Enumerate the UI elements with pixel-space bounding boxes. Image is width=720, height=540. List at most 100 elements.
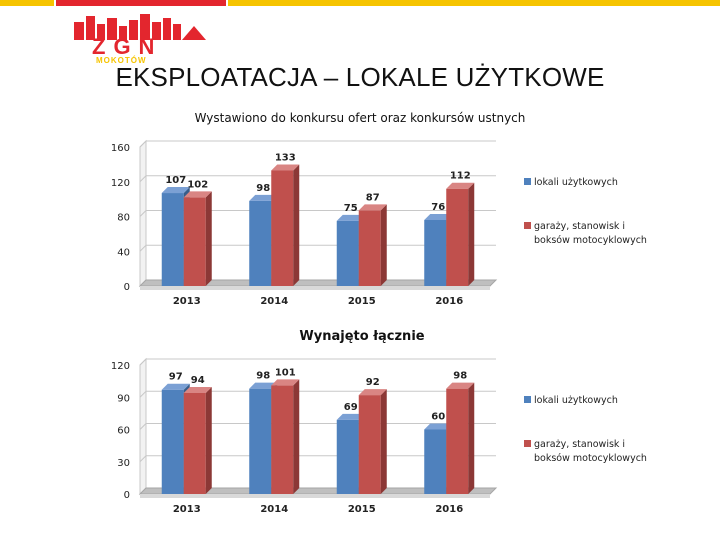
data-label: 97 — [169, 372, 183, 383]
bar-front — [358, 210, 381, 286]
data-label: 107 — [165, 175, 186, 186]
bar-2014-series-2 — [271, 164, 300, 286]
bar-top — [358, 389, 387, 396]
top-accent-bar-left — [0, 0, 54, 6]
data-label: 94 — [191, 375, 205, 386]
gridline-side — [139, 358, 147, 366]
bar-side — [468, 182, 475, 286]
y-tick-label: 80 — [117, 213, 130, 224]
floor-edge — [140, 286, 490, 290]
gridline-side — [139, 140, 147, 148]
y-tick-label: 40 — [117, 247, 130, 258]
logo-text: ZGN — [92, 34, 162, 59]
bar-front — [161, 389, 184, 494]
bar-2016-series-2 — [446, 382, 475, 494]
bar-top — [271, 164, 300, 171]
bar-front — [183, 197, 206, 286]
bar-side — [293, 164, 300, 286]
floor-edge — [140, 494, 490, 498]
legend-label: garaży, stanowisk i boksów motocyklowych — [534, 221, 647, 246]
legend-label: garaży, stanowisk i boksów motocyklowych — [534, 439, 647, 464]
bar-top — [336, 214, 365, 221]
legend-label: lokali użytkowych — [534, 177, 618, 188]
bar-front — [183, 392, 206, 494]
logo-skyline-icon — [74, 14, 206, 40]
bar-top — [183, 386, 212, 393]
data-label: 75 — [344, 203, 358, 214]
zgn-logo: ZGN MOKOTÓW — [74, 14, 206, 64]
bar-top — [249, 194, 278, 201]
x-tick-label: 2013 — [173, 296, 201, 307]
bar-side — [205, 191, 212, 286]
top-accent-bar-middle — [56, 0, 226, 6]
bar-2014-series-2 — [271, 379, 300, 494]
chart-title: Wystawiono do konkursu ofert oraz konkur… — [195, 111, 526, 125]
top-accent-bar-right — [228, 0, 720, 6]
bar-top — [183, 191, 212, 198]
x-tick-label: 2015 — [348, 504, 376, 515]
data-label: 98 — [453, 371, 467, 382]
data-label: 76 — [431, 202, 445, 213]
legend-swatch — [524, 440, 531, 447]
bar-front — [161, 193, 184, 286]
bar-side — [380, 204, 387, 286]
bar-2015-series-2 — [358, 204, 387, 286]
legend-swatch — [524, 178, 531, 185]
y-tick-label: 120 — [111, 361, 130, 372]
chart-2: Wynajęto łącznie 0 30 60 90 120 97 94 2013 98 101 2… — [111, 329, 647, 515]
bar-side — [205, 386, 212, 494]
chart-1: Wystawiono do konkursu ofert oraz konkur… — [111, 111, 647, 307]
bar-2013-series-2 — [183, 191, 212, 286]
bar-top — [446, 182, 475, 189]
gridline-side — [139, 210, 147, 217]
x-tick-label: 2014 — [260, 296, 288, 307]
legend-swatch — [524, 222, 531, 229]
x-tick-label: 2015 — [348, 296, 376, 307]
bar-2016-series-2 — [446, 182, 475, 286]
bar-top — [424, 213, 453, 220]
gridline-side — [139, 423, 147, 430]
y-tick-label: 0 — [124, 490, 130, 501]
page-title: EKSPLOATACJA – LOKALE UŻYTKOWE — [115, 62, 605, 92]
y-tick-label: 90 — [117, 393, 130, 404]
bar-front — [271, 170, 294, 286]
data-label: 69 — [344, 402, 358, 413]
logo-subtext: MOKOTÓW — [96, 56, 147, 64]
bar-top — [161, 383, 190, 390]
bar-front — [249, 388, 272, 494]
gridline-side — [139, 175, 147, 183]
bar-front — [336, 419, 359, 494]
chart-title: Wynajęto łącznie — [299, 329, 424, 344]
y-tick-label: 160 — [111, 143, 130, 154]
bar-2015-series-2 — [358, 389, 387, 494]
gridline-side — [139, 455, 147, 463]
y-tick-label: 30 — [117, 458, 130, 469]
bar-top — [249, 382, 278, 389]
bar-front — [424, 429, 447, 494]
bar-top — [336, 413, 365, 420]
bar-front — [336, 220, 359, 286]
data-label: 102 — [187, 179, 208, 190]
bar-top — [358, 204, 387, 211]
x-tick-label: 2013 — [173, 504, 201, 515]
data-label: 92 — [366, 377, 380, 388]
bar-top — [161, 187, 190, 194]
x-tick-label: 2014 — [260, 504, 288, 515]
x-tick-label: 2016 — [435, 296, 463, 307]
bar-front — [249, 200, 272, 286]
bar-top — [271, 379, 300, 386]
bar-top — [424, 423, 453, 430]
bar-2013-series-2 — [183, 386, 212, 494]
data-label: 98 — [256, 371, 270, 382]
data-label: 98 — [256, 183, 270, 194]
y-tick-label: 60 — [117, 426, 130, 437]
legend-label: lokali użytkowych — [534, 395, 618, 406]
y-tick-label: 120 — [111, 178, 130, 189]
data-label: 101 — [275, 367, 296, 378]
bar-front — [358, 395, 381, 494]
y-tick-label: 0 — [124, 282, 130, 293]
legend-swatch — [524, 396, 531, 403]
data-label: 133 — [275, 152, 296, 163]
bar-front — [446, 188, 469, 286]
bar-side — [380, 389, 387, 494]
